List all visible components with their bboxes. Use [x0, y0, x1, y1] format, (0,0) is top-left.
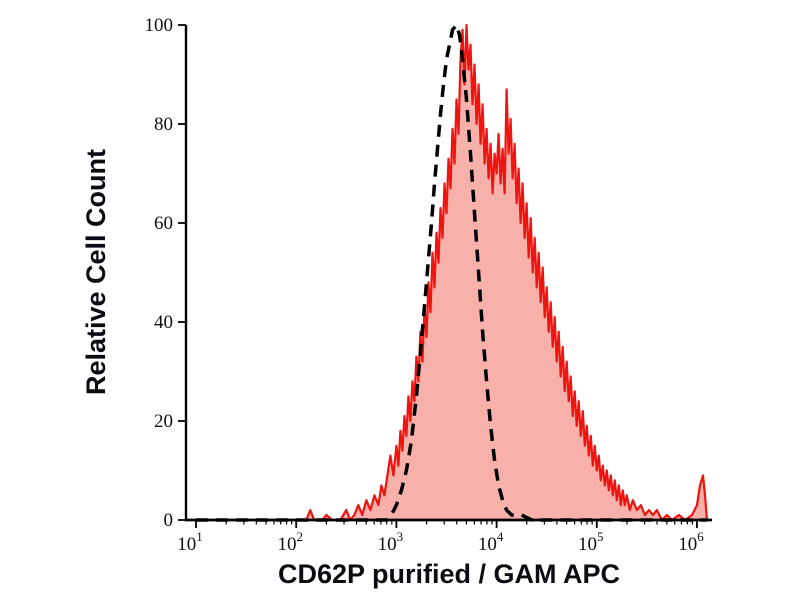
y-axis-tick-label: 60: [154, 213, 173, 234]
x-axis-label: CD62P purified / GAM APC: [278, 559, 620, 589]
y-axis-tick-label: 40: [154, 312, 173, 333]
x-axis-tick-label: 101: [177, 529, 203, 555]
x-axis-tick-label: 103: [378, 529, 404, 555]
y-axis-label: Relative Cell Count: [81, 149, 111, 395]
x-axis-tick-label: 104: [478, 529, 504, 555]
x-axis-tick-label: 105: [578, 529, 604, 555]
x-axis-tick-label: 102: [277, 529, 303, 555]
y-axis-tick-label: 80: [154, 114, 173, 135]
sample-histogram-fill: [196, 25, 707, 520]
y-axis-tick-label: 20: [154, 411, 173, 432]
x-axis-tick-label: 106: [678, 529, 704, 555]
control-histogram-dashed-line: [196, 23, 707, 522]
chart-plot-area: 0 20 40 60 80 100 101 102 103 104 105 106: [145, 15, 712, 555]
sample-histogram-line: [194, 23, 709, 522]
y-axis-tick-label: 100: [145, 15, 174, 36]
y-axis-tick-label: 0: [164, 510, 174, 531]
